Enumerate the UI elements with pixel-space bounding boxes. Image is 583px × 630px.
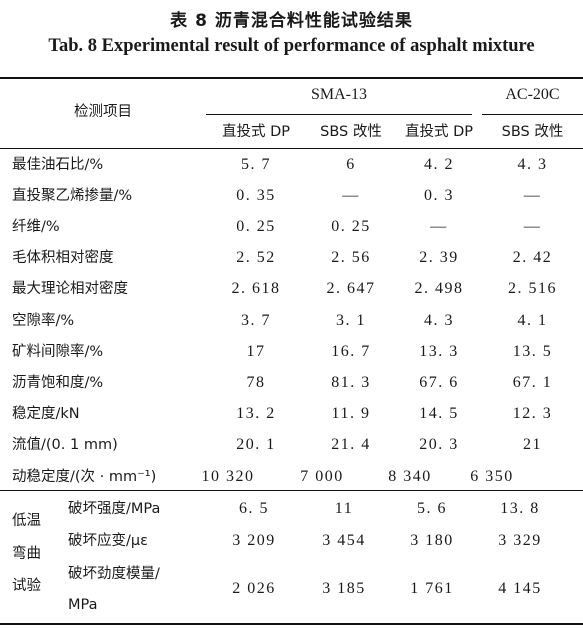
row-label: 流值/(0. 1 mm) xyxy=(12,437,118,453)
top-rule xyxy=(0,77,583,79)
group-label-2: 弯曲 xyxy=(12,546,41,562)
row-value: — xyxy=(523,218,542,235)
row-value: 2. 42 xyxy=(512,249,553,266)
row-value: 4. 2 xyxy=(424,156,454,173)
row-value: 2. 618 xyxy=(231,280,281,297)
group-rule-sma xyxy=(206,114,472,115)
row-label: 纤维/% xyxy=(12,219,60,235)
row-value: 4. 1 xyxy=(517,312,548,329)
row-value: 4. 3 xyxy=(424,312,454,329)
row-label: 毛体积相对密度 xyxy=(12,250,114,266)
row-value: 81. 3 xyxy=(331,374,371,391)
row-label: 稳定度/kN xyxy=(12,406,80,422)
row-value: 8 340 xyxy=(388,468,432,485)
group-row-value: 4 145 xyxy=(498,580,542,597)
group-row-value: 3 180 xyxy=(410,532,454,549)
row-value: 13. 5 xyxy=(512,343,553,360)
row-value: 13. 3 xyxy=(419,343,459,360)
row-value: — xyxy=(342,187,360,204)
group-row-label-continued: MPa xyxy=(68,597,98,613)
group-row-value: 3 329 xyxy=(498,532,542,549)
table-title-chinese: 表 8 沥青混合料性能试验结果 xyxy=(170,11,413,31)
group-label-1: 低温 xyxy=(12,513,41,529)
group-row-value: 13. 8 xyxy=(500,500,540,517)
group-rule-ac xyxy=(482,114,583,115)
group-row-label: 破坏劲度模量/ xyxy=(68,566,160,582)
header-group-ac: AC-20C xyxy=(505,86,560,103)
row-value: — xyxy=(523,187,542,204)
row-label: 沥青饱和度/% xyxy=(12,375,104,391)
row-value: 3. 7 xyxy=(241,312,271,329)
group-row-label: 破坏应变/με xyxy=(68,533,148,549)
group-row-value: 5. 6 xyxy=(417,500,447,517)
header-sub-2: SBS 改性 xyxy=(320,124,382,140)
header-item: 检测项目 xyxy=(74,104,132,120)
group-row-value: 3 454 xyxy=(322,532,366,549)
row-value: 78 xyxy=(246,374,266,391)
dynamic-stability-rule xyxy=(0,490,583,491)
header-group-sma: SMA-13 xyxy=(310,86,367,103)
row-value: 20. 1 xyxy=(236,436,276,453)
row-value: 21. 4 xyxy=(331,436,371,453)
row-value: 2. 647 xyxy=(326,280,376,297)
group-row-value: 6. 5 xyxy=(239,500,269,517)
row-value: 7 000 xyxy=(300,468,344,485)
row-value: 6 xyxy=(346,156,356,173)
row-label: 直投聚乙烯掺量/% xyxy=(12,188,133,204)
row-value: 12. 3 xyxy=(512,405,553,422)
row-label: 空隙率/% xyxy=(12,313,75,329)
row-value: 2. 52 xyxy=(236,249,276,266)
group-row-value: 11 xyxy=(334,500,354,517)
group-row-label: 破坏强度/MPa xyxy=(68,501,161,517)
row-value: 0. 25 xyxy=(236,218,276,235)
group-row-value: 1 761 xyxy=(410,580,454,597)
row-value: 20. 3 xyxy=(419,436,459,453)
group-row-value: 3 185 xyxy=(322,580,366,597)
row-value: 2. 516 xyxy=(508,280,557,297)
row-value: 13. 2 xyxy=(236,405,276,422)
row-label: 最大理论相对密度 xyxy=(12,281,128,297)
row-value: 3. 1 xyxy=(336,312,366,329)
row-value: 6 350 xyxy=(470,468,514,485)
row-label: 矿料间隙率/% xyxy=(12,344,104,360)
row-value: — xyxy=(430,218,448,235)
row-value: 14. 5 xyxy=(419,405,459,422)
row-value: 21 xyxy=(523,436,542,453)
row-value: 67. 6 xyxy=(419,374,459,391)
table-title-english: Tab. 8 Experimental result of performanc… xyxy=(48,36,535,56)
group-label-3: 试验 xyxy=(12,578,41,594)
header-sub-3: 直投式 DP xyxy=(404,124,474,140)
row-value: 17 xyxy=(246,343,266,360)
group-row-value: 2 026 xyxy=(232,580,276,597)
header-sub-4: SBS 改性 xyxy=(501,124,564,140)
row-value: 2. 498 xyxy=(414,280,464,297)
row-value: 67. 1 xyxy=(512,374,553,391)
row-value: 0. 25 xyxy=(331,218,371,235)
row-label: 最佳油石比/% xyxy=(12,157,104,173)
row-value: 11. 9 xyxy=(331,405,371,422)
row-value: 16. 7 xyxy=(331,343,371,360)
row-value: 2. 56 xyxy=(331,249,371,266)
row-value: 10 320 xyxy=(201,468,255,485)
row-value: 4. 3 xyxy=(517,156,548,173)
group-row-value: 3 209 xyxy=(232,532,276,549)
row-value: 5. 7 xyxy=(241,156,271,173)
header-rule xyxy=(0,148,583,149)
header-sub-1: 直投式 DP xyxy=(221,124,291,140)
row-value: 2. 39 xyxy=(419,249,459,266)
row-value: 0. 35 xyxy=(236,187,276,204)
row-value: 0. 3 xyxy=(424,187,454,204)
row-label: 动稳定度/(次 · mm⁻¹) xyxy=(12,469,157,485)
bottom-rule xyxy=(0,623,583,625)
